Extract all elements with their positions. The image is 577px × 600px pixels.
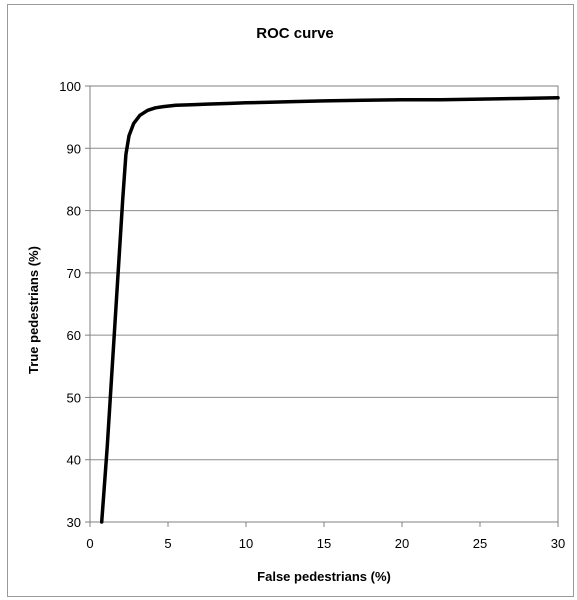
plot-area bbox=[89, 85, 559, 523]
x-tick-label: 0 bbox=[86, 536, 93, 551]
x-tick-label: 25 bbox=[473, 536, 487, 551]
y-tick-label: 100 bbox=[59, 79, 81, 94]
x-axis-label: False pedestrians (%) bbox=[257, 569, 391, 584]
roc-series-line bbox=[99, 96, 560, 524]
gridlines bbox=[90, 85, 558, 523]
y-tick-label: 60 bbox=[67, 328, 81, 343]
chart-title: ROC curve bbox=[256, 25, 334, 42]
x-tick-label: 30 bbox=[551, 536, 565, 551]
y-tick-label: 80 bbox=[67, 204, 81, 219]
series-group bbox=[99, 96, 560, 524]
y-axis-ticks: 30 40 50 60 70 80 90 100 bbox=[59, 79, 90, 530]
x-tick-label: 10 bbox=[239, 536, 253, 551]
y-tick-label: 50 bbox=[67, 390, 81, 405]
x-tick-label: 20 bbox=[395, 536, 409, 551]
x-tick-label: 5 bbox=[164, 536, 171, 551]
y-tick-label: 90 bbox=[67, 141, 81, 156]
y-tick-label: 30 bbox=[67, 515, 81, 530]
x-tick-label: 15 bbox=[317, 536, 331, 551]
y-axis-label: True pedestrians (%) bbox=[26, 246, 41, 374]
y-tick-label: 70 bbox=[67, 266, 81, 281]
x-axis-ticks: 0 5 10 15 20 25 30 bbox=[86, 522, 565, 551]
y-tick-label: 40 bbox=[67, 453, 81, 468]
